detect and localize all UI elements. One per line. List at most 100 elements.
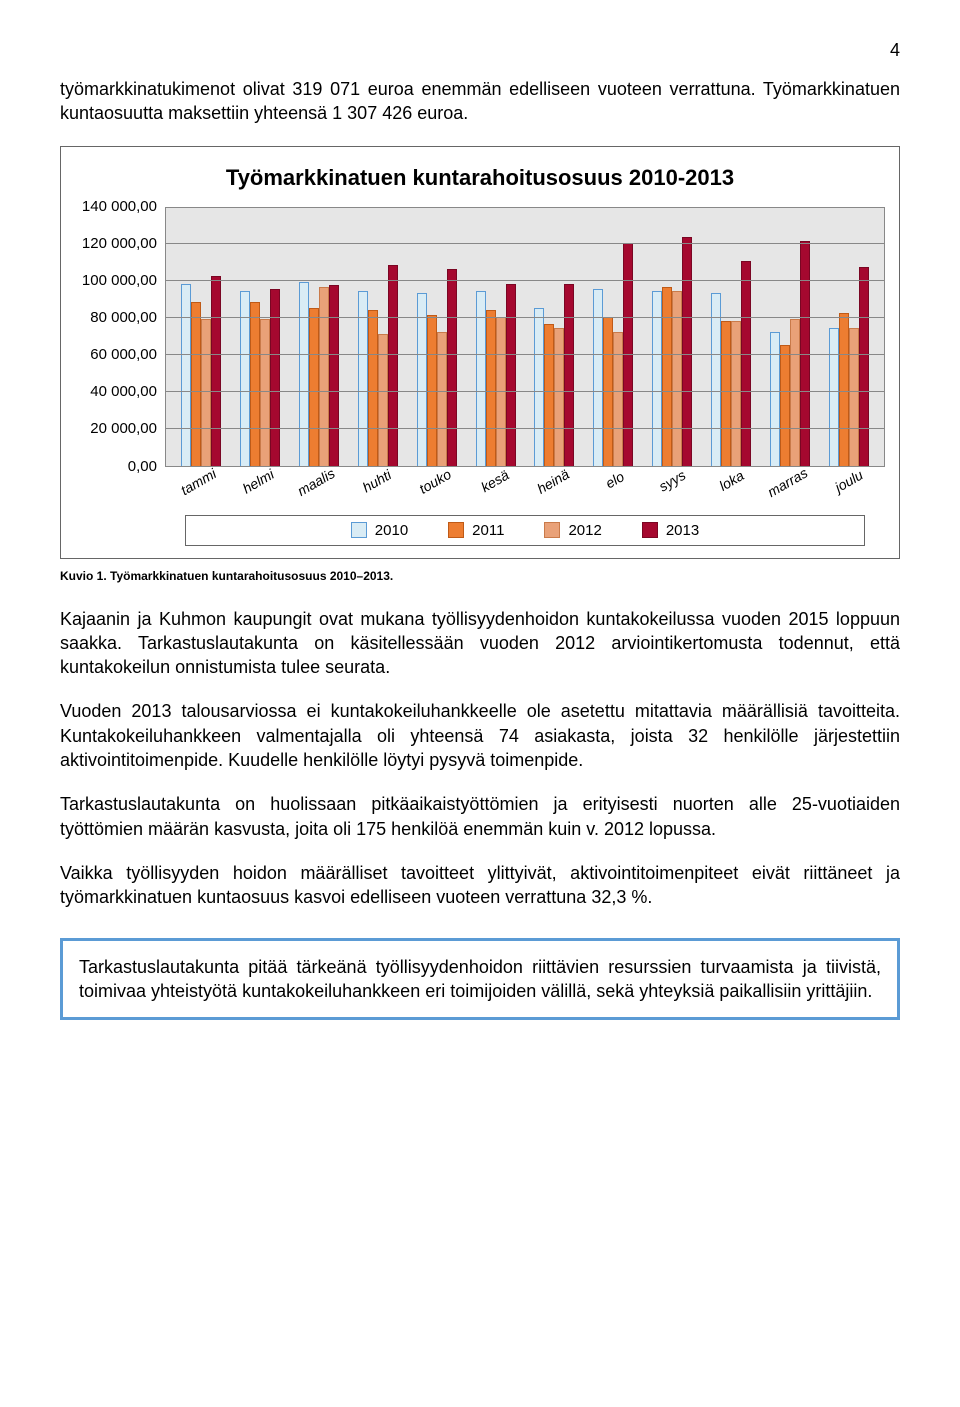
x-tick: syys [643, 471, 702, 507]
x-tick: loka [702, 471, 761, 507]
legend-label: 2012 [568, 522, 601, 539]
x-tick-label: tammi [177, 465, 218, 498]
bar [191, 302, 201, 465]
x-tick-label: marras [764, 464, 810, 500]
x-tick: helmi [230, 471, 289, 507]
grid-line [166, 280, 884, 281]
bar [181, 284, 191, 466]
bar [319, 287, 329, 465]
callout-box: Tarkastuslautakunta pitää tärkeänä työll… [60, 938, 900, 1021]
bar-group [290, 282, 349, 466]
x-tick-label: touko [416, 465, 454, 496]
legend-swatch [351, 522, 367, 538]
grid-line [166, 243, 884, 244]
bar [790, 319, 800, 466]
chart-container: Työmarkkinatuen kuntarahoitusosuus 2010-… [60, 146, 900, 559]
x-tick-label: helmi [239, 466, 276, 497]
x-tick-label: elo [602, 468, 626, 491]
bar [682, 237, 692, 465]
bar [368, 310, 378, 466]
x-tick-label: joulu [832, 466, 866, 495]
grid-line [166, 317, 884, 318]
bar [486, 310, 496, 466]
y-axis: 140 000,00120 000,00100 000,0080 000,006… [75, 207, 165, 467]
bar [829, 328, 839, 465]
bar-group [525, 284, 584, 466]
body-paragraph-3: Tarkastuslautakunta on huolissaan pitkäa… [60, 792, 900, 841]
legend-label: 2011 [472, 522, 504, 539]
legend-label: 2010 [375, 522, 408, 539]
bar [329, 285, 339, 465]
body-paragraph-1: Kajaanin ja Kuhmon kaupungit ovat mukana… [60, 607, 900, 680]
bar-group [348, 265, 407, 466]
legend-swatch [642, 522, 658, 538]
x-tick: elo [584, 471, 643, 507]
x-tick: joulu [820, 471, 879, 507]
bar [741, 261, 751, 465]
x-tick-label: kesä [478, 466, 512, 495]
intro-paragraph: työmarkkinatukimenot olivat 319 071 euro… [60, 77, 900, 126]
legend-item: 2010 [351, 522, 408, 539]
bar-group [407, 269, 466, 466]
grid-line [166, 391, 884, 392]
bar [506, 284, 516, 466]
bar [721, 321, 731, 466]
chart-body: 140 000,00120 000,00100 000,0080 000,006… [75, 207, 885, 507]
grid-line [166, 354, 884, 355]
bar [250, 302, 260, 465]
grid-line [166, 428, 884, 429]
chart-plot [165, 207, 885, 467]
chart-caption: Kuvio 1. Työmarkkinatuen kuntarahoitusos… [60, 569, 900, 583]
bar [780, 345, 790, 466]
bar [309, 308, 319, 466]
x-tick: huhti [348, 471, 407, 507]
body-paragraph-4: Vaikka työllisyyden hoidon määrälliset t… [60, 861, 900, 910]
bar [534, 308, 544, 466]
bar [437, 332, 447, 466]
bar [770, 332, 780, 466]
x-tick: maalis [289, 471, 348, 507]
bar [564, 284, 574, 466]
bar [849, 328, 859, 465]
bar-group [172, 276, 231, 465]
bar [388, 265, 398, 466]
bar [839, 313, 849, 465]
bar-group [466, 284, 525, 466]
bar [731, 321, 741, 466]
page-number: 4 [60, 40, 900, 61]
bar [554, 328, 564, 465]
bar [211, 276, 221, 465]
bar [593, 289, 603, 465]
x-tick: heinä [525, 471, 584, 507]
bar [299, 282, 309, 466]
x-tick: marras [761, 471, 820, 507]
x-tick-label: syys [656, 466, 688, 494]
bar-group [701, 261, 760, 465]
bar-group [231, 289, 290, 465]
legend-swatch [544, 522, 560, 538]
legend-label: 2013 [666, 522, 699, 539]
bar [260, 319, 270, 466]
x-tick-label: maalis [294, 465, 337, 499]
bar [711, 293, 721, 466]
bar [270, 289, 280, 465]
x-axis: tammihelmimaalishuhtitoukokesäheinäelosy… [165, 467, 885, 507]
chart-title: Työmarkkinatuen kuntarahoitusosuus 2010-… [75, 165, 885, 191]
legend-item: 2012 [544, 522, 601, 539]
bar-group [819, 267, 878, 466]
legend-item: 2013 [642, 522, 699, 539]
x-tick-label: loka [716, 467, 746, 494]
legend-item: 2011 [448, 522, 504, 539]
page: 4 työmarkkinatukimenot olivat 319 071 eu… [0, 0, 960, 1080]
bar [201, 319, 211, 466]
bar-group [643, 237, 702, 465]
x-tick-label: heinä [534, 465, 572, 496]
bar [613, 332, 623, 466]
body-paragraph-2: Vuoden 2013 talousarviossa ei kuntakokei… [60, 699, 900, 772]
legend-swatch [448, 522, 464, 538]
bar [662, 287, 672, 465]
x-tick: tammi [171, 471, 230, 507]
bar [544, 324, 554, 465]
chart-legend: 2010 2011 2012 2013 [185, 515, 865, 546]
x-tick-label: huhti [359, 466, 393, 495]
